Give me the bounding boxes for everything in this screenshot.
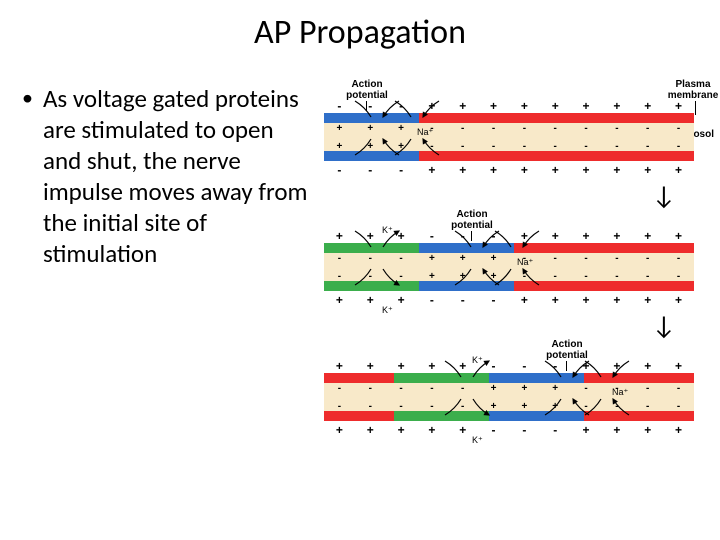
- charges-inside-bot: +++---------: [324, 141, 694, 152]
- bullet-dot-icon: •: [22, 83, 33, 113]
- k-ion-label-top: K⁺: [382, 225, 393, 236]
- na-ion-label: Na⁺: [517, 257, 533, 268]
- charges-outside-bot: +++---++++++: [324, 293, 694, 307]
- progression-arrow-icon: ↓: [652, 179, 676, 211]
- charges-outside-top: +++++---++++: [324, 359, 694, 373]
- charges-outside-top: ---+++++++++: [324, 99, 694, 113]
- membrane: [324, 113, 694, 161]
- content-row: • As voltage gated proteins are stimulat…: [0, 83, 720, 473]
- bullet-text: As voltage gated proteins are stimulated…: [43, 83, 312, 269]
- na-ion-label: Na⁺: [417, 127, 433, 138]
- diagram-panel-2: Action potential+++---++++++---+++------…: [322, 213, 702, 323]
- charges-outside-top: +++---++++++: [324, 229, 694, 243]
- charges-inside-bot: -----+++----: [324, 401, 694, 412]
- bullet-column: • As voltage gated proteins are stimulat…: [0, 83, 322, 473]
- diagram-panel-1: Action potentialPlasma membraneCytosol--…: [322, 83, 702, 193]
- na-ion-label: Na⁺: [612, 387, 628, 398]
- diagram-panel-3: Action potential+++++---++++-----+++----…: [322, 343, 702, 453]
- action-potential-label: Action potential: [447, 209, 497, 231]
- bullet-item: • As voltage gated proteins are stimulat…: [22, 83, 312, 269]
- action-potential-label: Action potential: [342, 79, 392, 101]
- diagram-column: Action potentialPlasma membraneCytosol--…: [322, 83, 720, 473]
- charges-inside-bot: ---+++------: [324, 271, 694, 282]
- progression-arrow-icon: ↓: [652, 309, 676, 341]
- k-ion-label-top: K⁺: [472, 355, 483, 366]
- charges-outside-bot: ---+++++++++: [324, 163, 694, 177]
- charges-inside-top: ---+++------: [324, 253, 694, 264]
- slide-title: AP Propagation: [0, 0, 720, 53]
- k-ion-label-bot: K⁺: [382, 305, 393, 316]
- charges-inside-top: +++---------: [324, 123, 694, 134]
- membrane: [324, 373, 694, 421]
- action-potential-label: Action potential: [542, 339, 592, 361]
- plasma-membrane-label: Plasma membrane: [666, 79, 720, 101]
- charges-outside-bot: +++++---++++: [324, 423, 694, 437]
- membrane: [324, 243, 694, 291]
- k-ion-label-bot: K⁺: [472, 435, 483, 446]
- charges-inside-top: -----+++----: [324, 383, 694, 394]
